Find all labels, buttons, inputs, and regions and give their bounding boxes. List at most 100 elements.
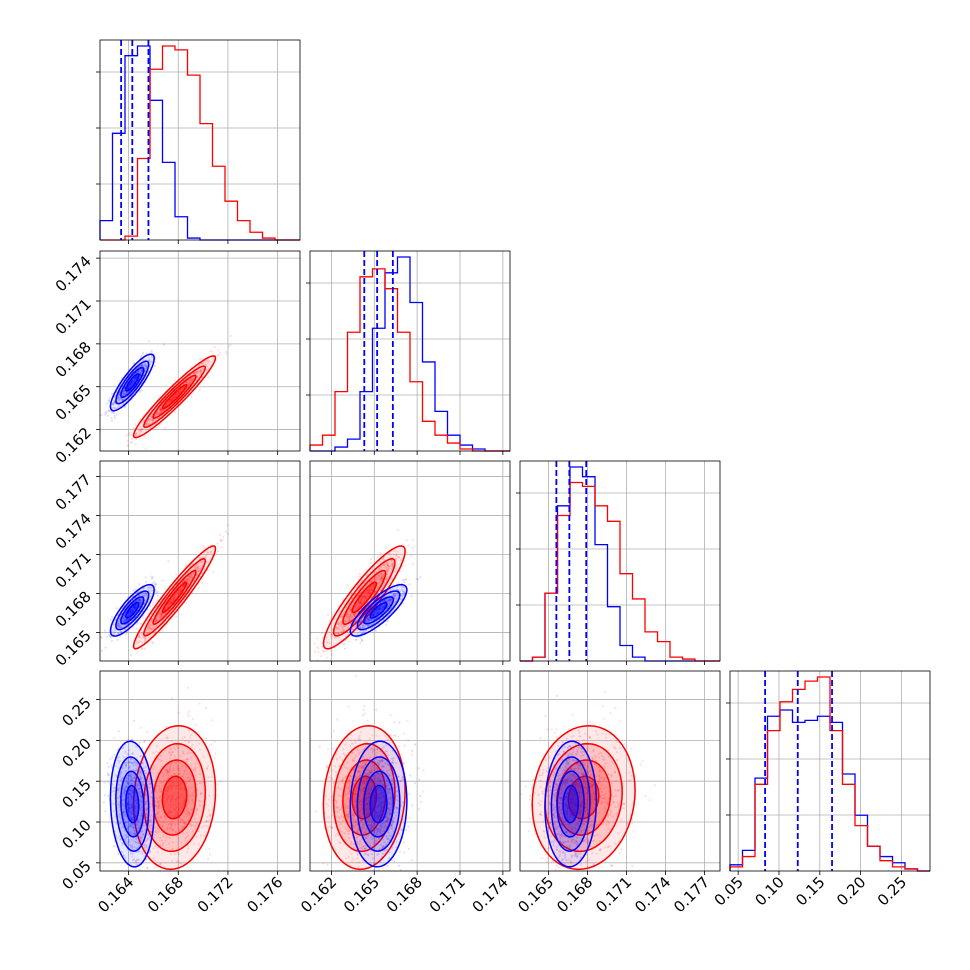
scatter-point [192,769,195,772]
scatter-point [145,422,148,425]
scatter-point [141,369,144,372]
scatter-point [149,626,152,630]
scatter-point [129,610,132,613]
scatter-point [150,575,153,578]
scatter-point [188,785,191,788]
scatter-point [133,376,136,379]
scatter-point [174,393,177,396]
scatter-point [370,561,373,564]
scatter-point [193,567,196,570]
scatter-point [129,382,132,385]
scatter-point [207,362,210,365]
scatter-point [393,594,396,597]
scatter-point [342,625,345,628]
scatter-point [205,767,209,771]
scatter-point [168,751,171,755]
scatter-point [157,807,160,810]
scatter-point [197,570,200,573]
scatter-point [385,576,388,579]
scatter-point [385,600,388,603]
scatter-point [186,381,189,385]
scatter-point [370,588,373,592]
scatter-point [144,638,147,641]
scatter-point [227,533,230,536]
scatter-point [208,853,212,856]
scatter-point [372,585,375,588]
scatter-point [139,599,142,602]
scatter-point [148,782,152,785]
scatter-point [160,614,163,617]
scatter-point [172,828,175,832]
scatter-point [145,594,148,597]
scatter-point [150,355,153,358]
scatter-point [376,585,379,589]
scatter-point [388,598,391,602]
scatter-point [379,568,383,571]
scatter-point [155,619,158,622]
scatter-point [118,665,120,667]
scatter-point [183,801,186,804]
scatter-point [122,389,125,392]
scatter-point [120,376,124,379]
scatter-point [385,578,388,582]
scatter-point [194,774,197,777]
scatter-point [375,612,378,615]
scatter-point [172,803,175,807]
scatter-point [391,563,394,566]
scatter-point [367,588,371,592]
scatter-point [229,343,232,346]
scatter-point [118,624,121,627]
scatter-point [173,792,176,795]
scatter-point [341,612,344,615]
scatter-point [190,733,193,737]
scatter-point [359,602,362,606]
scatter-point [190,799,193,802]
scatter-point [176,764,179,768]
scatter-point [122,392,125,395]
scatter-point [393,549,396,553]
scatter-point [203,824,206,828]
scatter-point [208,819,211,822]
scatter-point [158,799,162,802]
scatter-point [216,550,219,553]
scatter-point [134,443,137,446]
scatter-point [145,365,148,368]
scatter-point [395,597,398,601]
scatter-point [139,430,142,433]
scatter-point [165,801,168,804]
scatter-point [380,574,383,577]
scatter-point [199,772,202,775]
scatter-point [337,632,341,635]
scatter-point [140,389,143,392]
scatter-point [177,393,180,396]
scatter-point [144,793,147,796]
scatter-point [131,380,134,383]
scatter-point [190,573,193,576]
scatter-point [193,372,196,375]
scatter-point [129,612,132,615]
scatter-point [143,639,146,642]
scatter-point [180,793,184,796]
scatter-point [208,794,211,797]
scatter-point [343,642,346,645]
scatter-point [388,603,391,606]
scatter-point [381,606,385,610]
scatter-point [176,393,180,396]
scatter-point [377,611,380,614]
scatter-point [343,620,346,623]
scatter-point [170,399,173,402]
scatter-point [140,632,143,635]
scatter-point [154,830,157,834]
scatter-point [368,592,371,596]
scatter-point [144,447,147,450]
scatter-point [411,546,414,550]
scatter-point [363,596,366,599]
scatter-point [158,631,162,634]
scatter-point [359,600,362,603]
scatter-point [187,776,190,779]
scatter-point [368,618,371,621]
scatter-point [133,606,136,610]
scatter-point [130,381,133,384]
scatter-point [108,400,111,403]
scatter-point [203,834,206,837]
